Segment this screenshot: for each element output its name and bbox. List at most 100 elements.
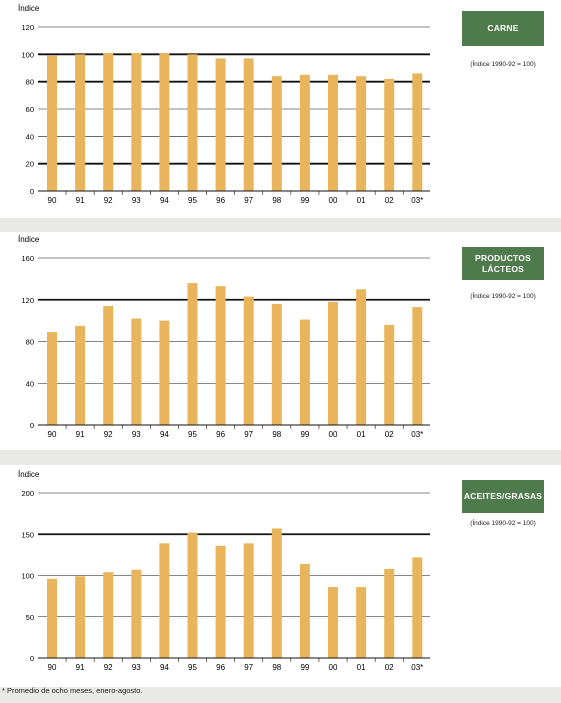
x-tick-label: 90 [48, 196, 57, 205]
y-axis-label: Índice [18, 4, 40, 13]
x-tick-label: 99 [300, 196, 309, 205]
x-tick-label: 96 [216, 663, 225, 672]
x-tick-label: 93 [132, 430, 141, 439]
bar [159, 320, 170, 425]
bar [187, 532, 198, 658]
bar [328, 301, 338, 425]
bar [243, 296, 254, 425]
chart-title-badge: PRODUCTOS LÁCTEOS [462, 247, 544, 280]
x-tick-label: 92 [104, 663, 113, 672]
bar [75, 325, 86, 425]
bar [159, 52, 170, 191]
bar [412, 73, 423, 191]
x-tick-label: 94 [160, 430, 169, 439]
y-tick-label: 20 [26, 160, 34, 169]
x-tick-label: 98 [272, 430, 281, 439]
x-tick-label: 93 [132, 196, 141, 205]
x-tick-label: 97 [244, 196, 253, 205]
x-tick-label: 93 [132, 663, 141, 672]
y-tick-label: 100 [21, 50, 34, 59]
bar [271, 303, 282, 425]
bar [47, 332, 57, 425]
bar [384, 78, 395, 191]
x-tick-label: 96 [216, 196, 225, 205]
y-tick-label: 80 [26, 338, 34, 347]
bar [47, 55, 57, 192]
x-tick-label: 91 [76, 196, 85, 205]
x-tick-label: 02 [385, 430, 394, 439]
x-tick-label: 90 [48, 430, 57, 439]
y-tick-label: 150 [21, 530, 34, 539]
bar [131, 52, 142, 191]
bar [328, 74, 338, 191]
x-tick-label: 00 [329, 430, 338, 439]
x-tick-label: 94 [160, 663, 169, 672]
x-tick-label: 01 [357, 430, 366, 439]
y-tick-label: 80 [26, 78, 34, 87]
x-tick-label: 97 [244, 430, 253, 439]
y-tick-label: 120 [21, 296, 34, 305]
x-tick-label: 03* [411, 663, 423, 672]
x-tick-label: 02 [385, 196, 394, 205]
bar-chart-aceites: Índice 0 50 100 150 200 90 91 92 93 94 95 96 97 98 99 00… [18, 470, 430, 672]
y-tick-label: 100 [21, 572, 34, 581]
chart-subtitle: (Índice 1990-92 = 100) [470, 293, 536, 300]
footnote: * Promedio de ocho meses, enero-agosto. [2, 686, 143, 695]
bar [103, 52, 114, 191]
bar [187, 54, 198, 192]
x-tick-label: 02 [385, 663, 394, 672]
x-tick-label: 01 [357, 196, 366, 205]
bar-chart-lacteos: Índice 0 40 80 120 160 90 91 92 93 94 95 96 97 98 99 00 0… [18, 235, 430, 439]
bar [243, 543, 254, 658]
chart-subtitle: (Índice 1990-92 = 100) [470, 61, 536, 68]
chart-panel-aceites: Índice 0 50 100 150 200 90 91 92 93 94 95 96 97 98 99 00… [0, 465, 561, 687]
chart-panel-carne: Índice 0 20 40 60 80 100 120 90 91 92 93 94 95 96 97 98 9… [0, 0, 561, 218]
x-tick-label: 95 [188, 663, 197, 672]
x-tick-label: 91 [76, 430, 85, 439]
bar [215, 58, 226, 191]
y-tick-label: 50 [26, 613, 34, 622]
bar [103, 306, 114, 425]
y-tick-label: 40 [26, 379, 34, 388]
y-tick-label: 60 [26, 105, 34, 114]
bar [271, 528, 282, 658]
bar [356, 289, 367, 425]
bar [131, 569, 142, 658]
x-tick-label: 90 [48, 663, 57, 672]
y-tick-label: 120 [21, 23, 34, 32]
x-tick-label: 97 [244, 663, 253, 672]
x-tick-label: 03* [411, 430, 423, 439]
bar [131, 318, 142, 425]
bar [356, 76, 367, 191]
bar [356, 587, 367, 658]
x-tick-label: 01 [357, 663, 366, 672]
x-tick-label: 96 [216, 430, 225, 439]
bar [159, 543, 170, 658]
bar [299, 74, 310, 191]
y-tick-label: 0 [30, 421, 34, 430]
x-tick-label: 92 [104, 196, 113, 205]
x-tick-label: 00 [329, 663, 338, 672]
bar [271, 76, 282, 191]
bar [103, 572, 114, 658]
bar [75, 54, 86, 192]
bar [215, 545, 226, 658]
y-tick-label: 0 [30, 187, 34, 196]
x-tick-label: 03* [411, 196, 423, 205]
chart-panel-lacteos: Índice 0 40 80 120 160 90 91 92 93 94 95 96 97 98 99 00 0… [0, 232, 561, 450]
bar [384, 324, 395, 425]
y-tick-label: 160 [21, 254, 34, 263]
bar [187, 283, 198, 425]
bar [215, 286, 226, 425]
bar [412, 557, 423, 658]
bar [47, 578, 57, 658]
chart-subtitle: (Índice 1990-92 = 100) [470, 520, 536, 527]
y-axis-label: Índice [18, 470, 40, 479]
y-axis-label: Índice [18, 235, 40, 244]
x-tick-label: 95 [188, 196, 197, 205]
x-tick-label: 98 [272, 196, 281, 205]
y-tick-label: 0 [30, 654, 34, 663]
x-tick-label: 94 [160, 196, 169, 205]
bar [243, 58, 254, 191]
